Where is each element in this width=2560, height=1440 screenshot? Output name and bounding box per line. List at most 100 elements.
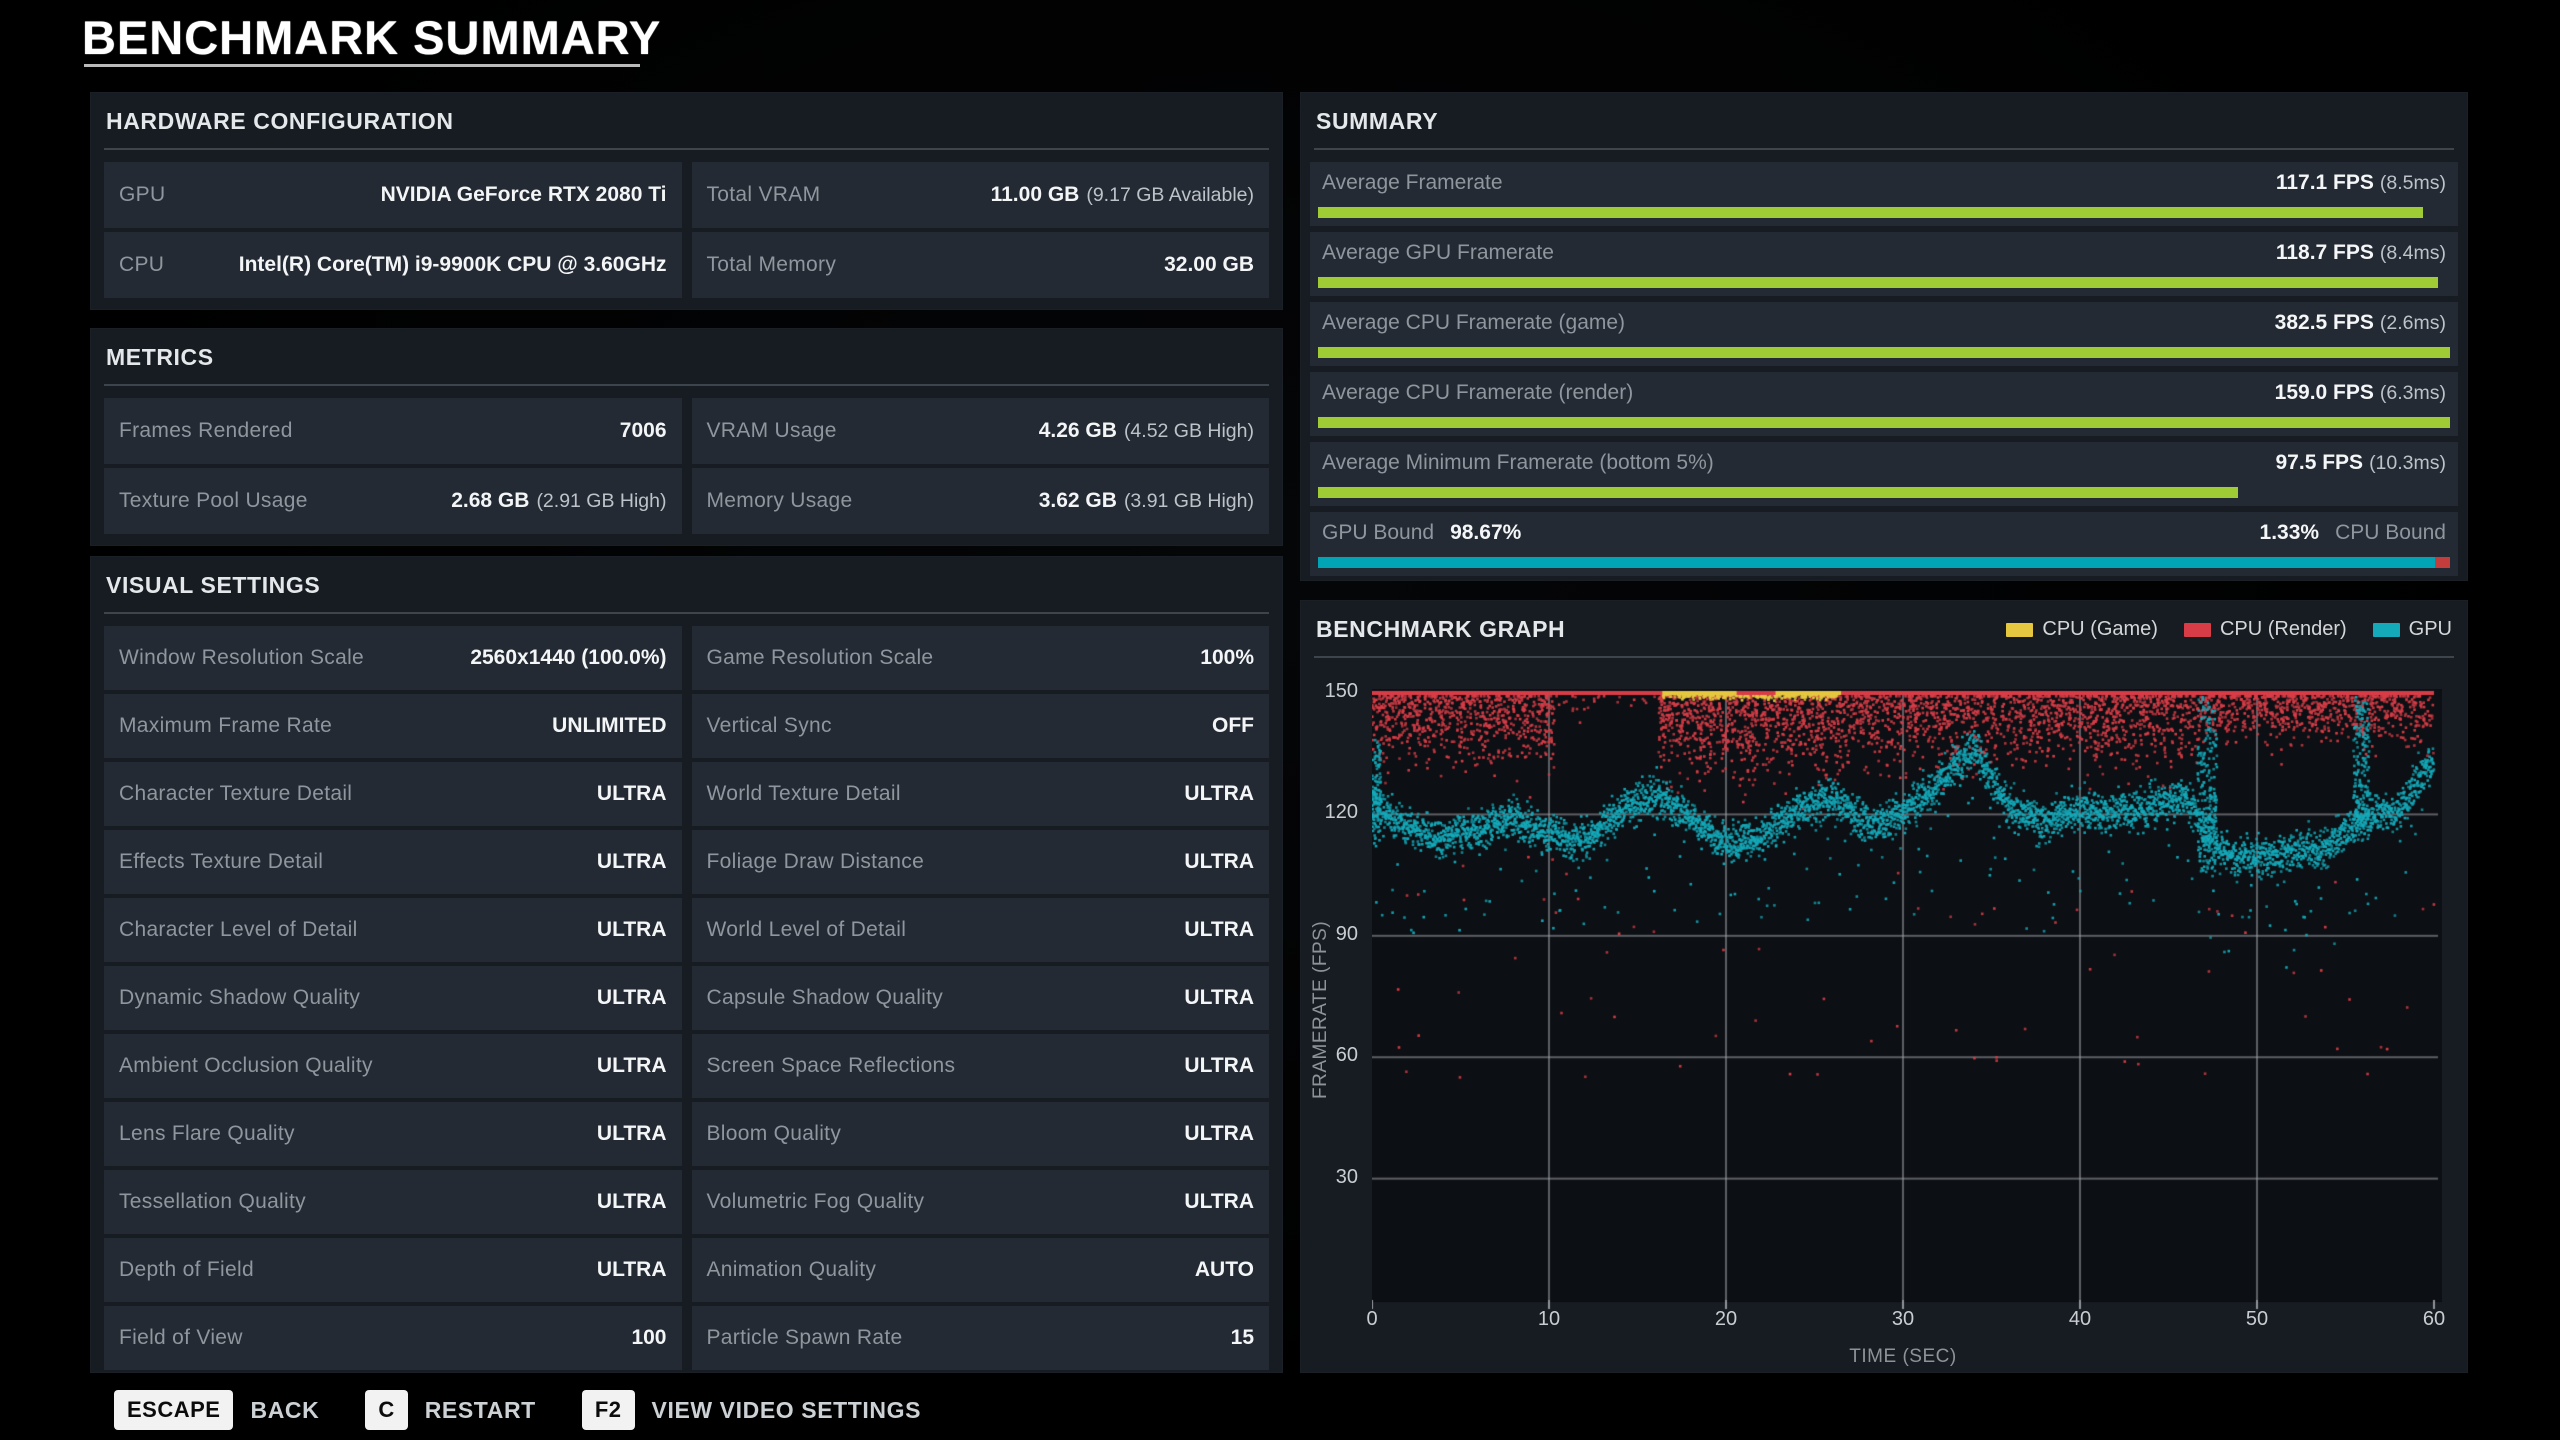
key-hint[interactable]: F2 VIEW VIDEO SETTINGS xyxy=(581,1390,921,1430)
setting-cell: Texture Pool Usage 2.68 GB (2.91 GB High) xyxy=(104,468,682,534)
summary-value: 97.5 FPS (10.3ms) xyxy=(2275,451,2447,474)
legend-label: CPU (Render) xyxy=(2219,618,2347,640)
setting-label: Maximum Frame Rate xyxy=(119,714,333,737)
bound-row: GPU Bound 98.67% 1.33% CPU Bound xyxy=(1310,512,2458,576)
setting-label: Effects Texture Detail xyxy=(119,850,324,873)
summary-bar-track xyxy=(1318,277,2450,288)
summary-bar xyxy=(1318,487,2239,498)
setting-cell: Capsule Shadow Quality ULTRA xyxy=(691,966,1269,1030)
setting-label: Total VRAM xyxy=(706,183,821,206)
metrics-panel: METRICS Frames Rendered 7006 VRAM Usage 4.2… xyxy=(90,328,1283,546)
panel-title: HARDWARE CONFIGURATION xyxy=(106,108,454,134)
setting-label: Lens Flare Quality xyxy=(119,1122,295,1145)
setting-value: ULTRA xyxy=(596,1258,667,1281)
summary-bar-track xyxy=(1318,347,2450,358)
legend-item: CPU (Render) xyxy=(2183,618,2347,641)
cpu-bound-bar-segment xyxy=(2434,557,2450,568)
setting-label: Character Level of Detail xyxy=(119,918,358,941)
summary-row: Average CPU Framerate (game) 382.5 FPS (2.… xyxy=(1310,302,2458,366)
summary-bar-track xyxy=(1318,207,2450,218)
setting-value: 100 xyxy=(631,1326,667,1349)
panel-divider xyxy=(1314,148,2454,150)
setting-cell: Frames Rendered 7006 xyxy=(104,398,682,464)
setting-value: 2.68 GB (2.91 GB High) xyxy=(451,489,667,512)
x-axis-title: TIME (SEC) xyxy=(1849,1346,1957,1367)
key-hint[interactable]: ESCAPE BACK xyxy=(114,1390,319,1430)
summary-subvalue: (8.5ms) xyxy=(2379,172,2446,194)
setting-cell: Vertical Sync OFF xyxy=(691,694,1269,758)
setting-cell: Dynamic Shadow Quality ULTRA xyxy=(104,966,682,1030)
legend-swatch xyxy=(2372,622,2400,637)
setting-label: Tessellation Quality xyxy=(119,1190,306,1213)
setting-label: Window Resolution Scale xyxy=(119,646,365,669)
key-badge[interactable]: C xyxy=(365,1390,408,1430)
cpu-bound-group: 1.33% CPU Bound xyxy=(2260,521,2446,545)
page-title: BENCHMARK SUMMARY xyxy=(82,11,662,64)
hardware-rows: GPU NVIDIA GeForce RTX 2080 Ti Total VRAM 1… xyxy=(104,162,1269,298)
summary-panel: SUMMARY Average Framerate 117.1 FPS (8.5ms… xyxy=(1300,92,2468,581)
panel-divider xyxy=(104,148,1269,150)
gpu-bound-value: 98.67% xyxy=(1450,521,1522,544)
setting-subvalue: (9.17 GB Available) xyxy=(1086,184,1254,206)
setting-value: ULTRA xyxy=(596,1190,667,1213)
setting-value: Intel(R) Core(TM) i9-9900K CPU @ 3.60GHz xyxy=(238,253,667,276)
setting-value: UNLIMITED xyxy=(552,714,667,737)
y-tick-label: 30 xyxy=(1335,1165,1358,1188)
x-tick-label: 50 xyxy=(2245,1308,2269,1330)
setting-label: Frames Rendered xyxy=(119,419,293,442)
setting-subvalue: (2.91 GB High) xyxy=(536,490,667,512)
setting-value: 2560x1440 (100.0%) xyxy=(470,646,667,669)
summary-subvalue: (6.3ms) xyxy=(2379,382,2446,404)
legend-swatch xyxy=(2006,622,2034,637)
setting-cell: Screen Space Reflections ULTRA xyxy=(691,1034,1269,1098)
benchmark-graph-panel: BENCHMARK GRAPH CPU (Game) CPU (Render) GP… xyxy=(1300,600,2468,1373)
setting-label: Game Resolution Scale xyxy=(706,646,934,669)
setting-cell: Window Resolution Scale 2560x1440 (100.0%… xyxy=(104,626,682,690)
legend-item: GPU xyxy=(2372,618,2452,641)
setting-label: Total Memory xyxy=(706,253,837,276)
x-tick-label: 20 xyxy=(1714,1308,1738,1330)
setting-value: AUTO xyxy=(1194,1258,1254,1281)
key-badge[interactable]: F2 xyxy=(581,1390,635,1430)
setting-label: GPU xyxy=(119,183,166,206)
setting-value: ULTRA xyxy=(1184,1054,1254,1077)
summary-row-line: Average CPU Framerate (game) 382.5 FPS (2.… xyxy=(1310,302,2458,335)
summary-label: Average CPU Framerate (render) xyxy=(1322,381,1634,404)
setting-label: Vertical Sync xyxy=(706,714,832,737)
summary-bar xyxy=(1318,207,2423,218)
setting-value: ULTRA xyxy=(596,1122,667,1145)
setting-cell: Total VRAM 11.00 GB (9.17 GB Available) xyxy=(691,162,1269,228)
summary-value: 117.1 FPS (8.5ms) xyxy=(2275,171,2446,194)
cpu-bound-value: 1.33% xyxy=(2259,521,2320,544)
summary-label: Average Minimum Framerate (bottom 5%) xyxy=(1322,451,1714,474)
x-tick-label: 0 xyxy=(1366,1308,1378,1330)
summary-value: 159.0 FPS (6.3ms) xyxy=(2274,381,2446,404)
setting-cell: Foliage Draw Distance ULTRA xyxy=(691,830,1269,894)
summary-row-line: Average CPU Framerate (render) 159.0 FPS(… xyxy=(1310,372,2458,405)
setting-cell: Maximum Frame Rate UNLIMITED xyxy=(104,694,682,758)
summary-row: Average Framerate 117.1 FPS (8.5ms) xyxy=(1310,162,2458,226)
setting-value: 15 xyxy=(1230,1326,1254,1349)
legend-swatch xyxy=(2183,622,2211,637)
setting-cell: VRAM Usage 4.26 GB (4.52 GB High) xyxy=(691,398,1269,464)
setting-value: ULTRA xyxy=(596,850,667,873)
setting-value: 11.00 GB (9.17 GB Available) xyxy=(990,183,1254,206)
key-hint[interactable]: C RESTART xyxy=(365,1390,536,1430)
setting-cell: Volumetric Fog Quality ULTRA xyxy=(691,1170,1269,1234)
summary-subvalue: (8.4ms) xyxy=(2379,242,2446,264)
setting-label: Bloom Quality xyxy=(706,1122,842,1145)
x-tick-label: 10 xyxy=(1537,1308,1561,1330)
legend-item: CPU (Game) xyxy=(2006,618,2158,641)
setting-cell: Animation Quality AUTO xyxy=(691,1238,1269,1302)
summary-rows: Average Framerate 117.1 FPS (8.5ms) Average… xyxy=(1310,162,2458,576)
benchmark-scatter-plot xyxy=(1372,689,2442,1311)
setting-cell: Total Memory 32.00 GB xyxy=(691,232,1269,298)
key-badge[interactable]: ESCAPE xyxy=(114,1390,234,1430)
summary-value: 118.7 FPS (8.4ms) xyxy=(2275,241,2446,264)
setting-label: Texture Pool Usage xyxy=(119,489,308,512)
summary-bar-track xyxy=(1318,487,2450,498)
y-tick-label: 60 xyxy=(1335,1044,1358,1067)
setting-label: Foliage Draw Distance xyxy=(706,850,925,873)
setting-value: 3.62 GB (3.91 GB High) xyxy=(1038,489,1254,512)
setting-cell: GPU NVIDIA GeForce RTX 2080 Ti xyxy=(104,162,682,228)
